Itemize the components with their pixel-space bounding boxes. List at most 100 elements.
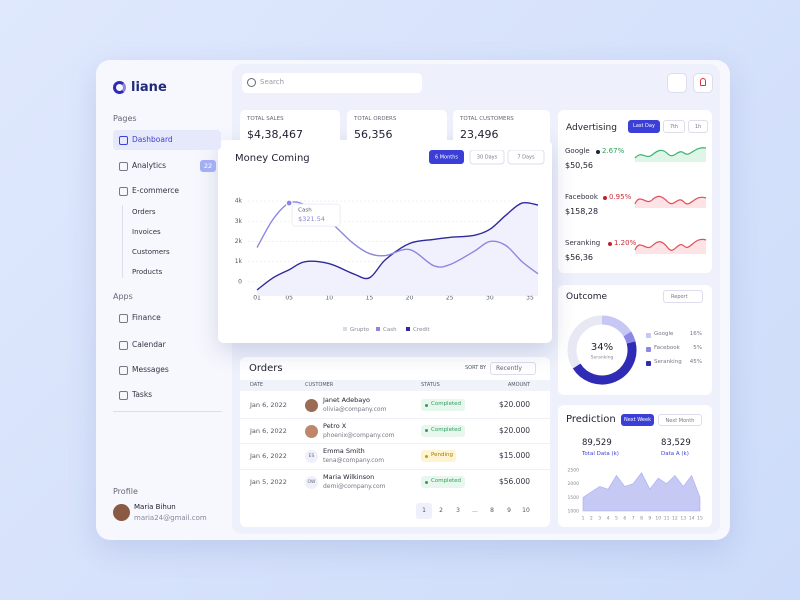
y-tick-label: 1k — [235, 258, 243, 265]
status-dot — [425, 454, 428, 458]
tab[interactable]: Next Month — [658, 414, 702, 426]
tab[interactable]: 7th — [663, 120, 685, 133]
column-header: DATE — [250, 382, 264, 388]
nav-icon — [119, 314, 128, 323]
tab[interactable] — [429, 150, 464, 164]
page-button[interactable]: 9 — [507, 507, 511, 514]
submenu-item[interactable]: Invoices — [132, 228, 161, 236]
page-button[interactable]: 3 — [456, 507, 460, 514]
x-tick-label: 13 — [680, 516, 686, 522]
nav-active-bg — [113, 130, 221, 150]
separator — [113, 411, 222, 412]
page-button[interactable]: 2 — [439, 507, 443, 514]
nav-badge: 22 — [200, 160, 216, 172]
page-button[interactable]: 10 — [522, 507, 530, 514]
nav-icon — [119, 341, 128, 350]
prediction-area — [582, 472, 701, 512]
status-text: Pending — [431, 452, 453, 459]
tab[interactable]: Next Week — [621, 414, 654, 426]
icon-button[interactable] — [667, 73, 687, 93]
change-dot — [603, 196, 607, 200]
order-date: Jan 6, 2022 — [250, 452, 287, 461]
status-pill — [421, 399, 465, 411]
sparkline — [634, 195, 707, 205]
submenu-item[interactable]: Products — [132, 268, 163, 276]
nav-item[interactable]: Tasks — [132, 390, 153, 399]
stat-card — [453, 110, 550, 150]
sparkline — [635, 196, 706, 208]
stat-value: 56,356 — [354, 128, 393, 141]
submenu-item[interactable]: Orders — [132, 208, 156, 216]
logo-icon — [113, 81, 126, 94]
customer-avatar: ES — [305, 450, 318, 464]
report-dropdown[interactable]: Report — [663, 290, 703, 303]
nav-item[interactable]: Messages — [132, 365, 169, 374]
legend-swatch — [406, 327, 410, 331]
status-dot — [425, 480, 428, 484]
nav-item[interactable]: Analytics — [132, 161, 167, 170]
legend-swatch — [376, 327, 380, 331]
page-button[interactable]: ... — [472, 507, 478, 514]
nav-icon — [119, 391, 128, 400]
search-bar[interactable] — [242, 73, 422, 93]
stat-card — [240, 110, 340, 150]
tab[interactable]: 1h — [688, 120, 708, 133]
customer-avatar — [305, 399, 318, 412]
chart-title: Money Coming — [235, 153, 310, 164]
x-tick-label: 5 — [615, 516, 618, 522]
ad-change: 1.20% — [614, 239, 637, 247]
sort-dropdown[interactable]: Recently — [490, 362, 536, 375]
tab[interactable] — [507, 149, 545, 165]
stat-label: TOTAL CUSTOMERS — [460, 116, 514, 122]
x-tick-label: 2 — [590, 516, 593, 522]
tab[interactable]: Last Day — [628, 120, 660, 133]
x-tick-label: 15 — [697, 516, 703, 522]
tooltip-label: Cash — [298, 208, 312, 214]
ad-value: $56,36 — [565, 253, 593, 262]
y-tick-label: 2500 — [568, 468, 580, 474]
outcome-donut: 34% Seranking — [567, 315, 637, 385]
money-chart: Money Coming 6 Months 30 Days 7 Days 0 1k 2k 3k… — [235, 149, 545, 333]
donut-label: Seranking — [591, 355, 614, 361]
legend-swatch — [646, 333, 651, 338]
stat-label: TOTAL ORDERS — [354, 116, 397, 122]
ad-name: Seranking — [565, 239, 601, 247]
legend-value: 5% — [693, 345, 702, 351]
x-tick-label: 10 — [325, 295, 333, 302]
x-tick-label: 7 — [632, 516, 635, 522]
sparkline — [634, 147, 707, 159]
customer-name: Janet Adebayo — [323, 396, 371, 404]
order-amount: $56.000 — [498, 477, 530, 487]
x-tick-label: 14 — [689, 516, 695, 522]
submenu-line — [122, 205, 123, 278]
page-button[interactable]: 8 — [490, 507, 494, 514]
page-button[interactable]: 1 — [416, 503, 432, 519]
donut-value: 34% — [591, 342, 613, 353]
tab[interactable] — [469, 149, 505, 165]
y-tick-label: 1500 — [568, 495, 580, 501]
nav-item[interactable]: Calendar — [132, 340, 166, 349]
search-placeholder: Search — [260, 78, 285, 86]
brand: liane — [131, 80, 167, 95]
nav-icon — [119, 136, 128, 145]
change-dot — [596, 150, 600, 154]
ad-change: 0.95% — [609, 193, 632, 201]
order-amount: $20.000 — [498, 425, 530, 435]
row-divider — [240, 417, 550, 419]
customer-email: tena@company.com — [323, 457, 385, 465]
x-tick-label: 6 — [623, 516, 626, 522]
stat-label: TOTAL SALES — [247, 116, 284, 122]
status-text: Completed — [431, 401, 461, 407]
nav-item[interactable]: Finance — [132, 313, 161, 322]
submenu-item[interactable]: Customers — [132, 248, 170, 256]
tooltip-point — [285, 199, 293, 207]
legend-value: 16% — [689, 331, 702, 337]
x-tick-label: 20 — [406, 295, 414, 302]
nav-item[interactable]: E-commerce — [132, 186, 180, 195]
nav-item[interactable]: Dashboard — [132, 135, 173, 144]
credit-area — [257, 202, 538, 296]
order-date: Jan 6, 2022 — [250, 401, 287, 409]
customer-email: olivia@company.com — [323, 406, 387, 413]
